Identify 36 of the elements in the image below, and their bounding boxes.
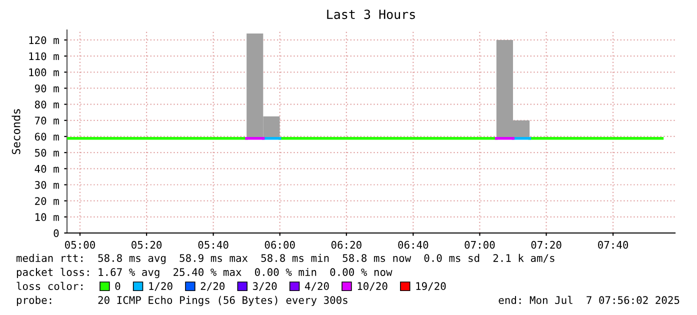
y-tick-label: 10 m [36,213,59,222]
x-tick-label: 05:20 [132,240,162,249]
y-tick-label: 30 m [34,180,59,189]
y-tick-label: 100 m [29,68,59,76]
y-tick-label: 50 m [35,148,59,157]
legend-label: 3/20 [252,282,277,291]
y-tick-label: 90 m [34,84,59,92]
x-tick-label: 07:40 [598,240,628,249]
x-tick-label: 06:00 [264,240,295,249]
legend-label: 10/20 [358,282,388,291]
y-tick-label: 120 m [29,36,59,44]
y-tick-label: 110 m [29,52,59,60]
x-tick-label: 05:00 [64,240,95,249]
y-tick-label: 70 m [34,116,59,125]
text: probe: 20 ICMP Echo Pings (56 Bytes) every 300s [16,296,348,306]
legend-label: 19/20 [416,282,446,291]
legend-label: 4/20 [304,282,329,291]
chart-title: Last 3 Hours [327,10,415,20]
text: median rtt: 58.8 ms avg 58.9 ms max 58.8 ms min 58.8 ms now 0.0 ms sd 2.1 k am/s [16,254,554,264]
y-tick-label: 0 [54,229,59,238]
x-tick-label: 07:00 [464,240,495,249]
x-tick-label: 06:40 [398,240,428,249]
legend-title: loss color: [16,282,82,290]
y-tick-label: 60 m [34,132,59,141]
legend-label: 1/20 [149,282,172,291]
y-tick-label: 40 m [34,164,59,173]
y-axis-title: Seconds [12,109,20,154]
y-tick-label: 80 m [34,100,59,108]
x-tick-label: 05:40 [198,240,228,249]
text: packet loss: 1.67 % avg 25.40 % max 0.00 % min 0.00 % now [16,268,392,278]
x-tick-label: 07:20 [531,240,562,249]
legend-label: 2/20 [200,282,225,291]
legend-label: 0 [115,282,120,290]
y-tick-label: 20 m [35,197,59,205]
x-tick-label: 06:20 [331,240,362,249]
text: end: Mon Jul 7 07:56:02 2025 [498,296,680,304]
